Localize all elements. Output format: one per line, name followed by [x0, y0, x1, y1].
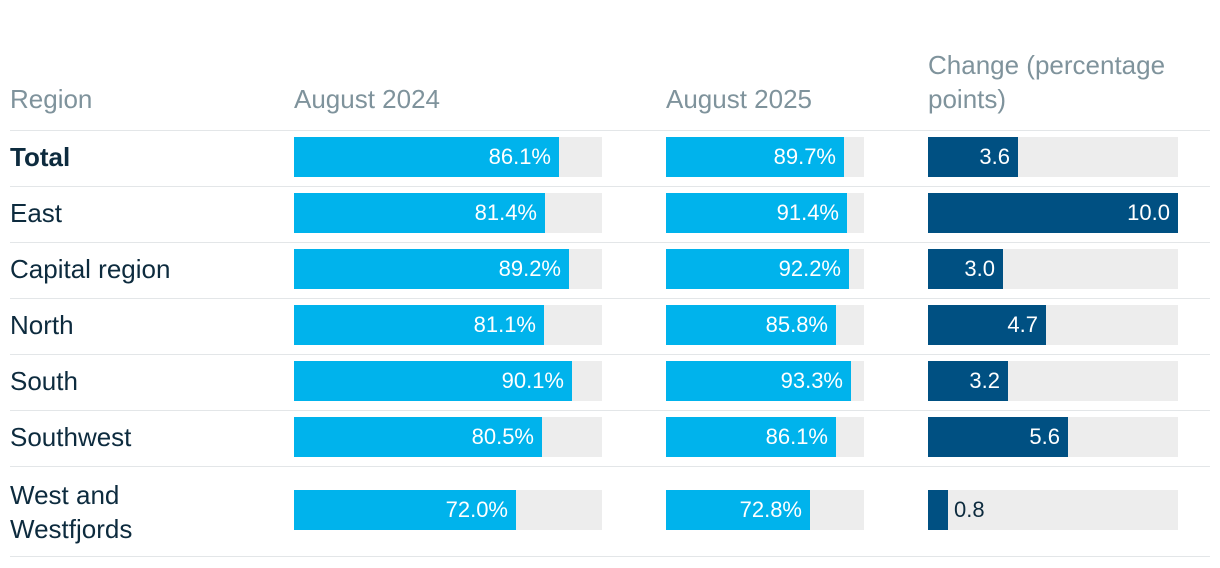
change-bar: [928, 305, 1046, 345]
aug-2024-bar-track: 86.1%: [294, 137, 602, 177]
aug-2025-value-label: 92.2%: [778, 256, 841, 281]
aug-2024-bar: [294, 361, 572, 401]
aug-2025-bar-track: 92.2%: [666, 249, 864, 289]
header-change: Change (percentage points): [928, 50, 1166, 114]
header-august-2024: August 2024: [294, 84, 441, 114]
aug-2024-bar-track: 81.1%: [294, 305, 602, 345]
aug-2025-bar: [666, 417, 836, 457]
change-value-label: 0.8: [954, 497, 985, 522]
aug-2024-bar: [294, 137, 559, 177]
region-label: West and Westfjords: [10, 480, 133, 544]
row-divider: [10, 466, 1210, 467]
change-bar: [928, 490, 948, 530]
table-row: Capital region 89.2% 92.2% 3.0: [10, 243, 1210, 299]
row-divider: [10, 354, 1210, 355]
row-divider: [10, 556, 1210, 557]
aug-2024-bar-track: 89.2%: [294, 249, 602, 289]
aug-2025-bar-track: 85.8%: [666, 305, 864, 345]
change-value-label: 3.6: [979, 144, 1010, 169]
region-label: North: [10, 310, 74, 340]
aug-2024-value-label: 80.5%: [471, 424, 534, 449]
region-label: Southwest: [10, 422, 132, 452]
change-bar-track: 0.8: [928, 490, 1178, 530]
aug-2025-bar: [666, 305, 836, 345]
change-bar: [928, 361, 1008, 401]
aug-2024-bar-track: 90.1%: [294, 361, 602, 401]
row-divider: [10, 242, 1210, 243]
aug-2025-value-label: 85.8%: [765, 312, 828, 337]
aug-2024-value-label: 86.1%: [488, 144, 551, 169]
aug-2025-bar-track: 93.3%: [666, 361, 864, 401]
header-august-2025: August 2025: [666, 84, 813, 114]
aug-2024-bar-track: 80.5%: [294, 417, 602, 457]
region-label: South: [10, 366, 78, 396]
change-bar: [928, 137, 1018, 177]
table-row: North 81.1% 85.8% 4.7: [10, 299, 1210, 355]
change-value-label: 4.7: [1007, 312, 1038, 337]
table-row: West and Westfjords 72.0% 72.8% 0.8: [10, 467, 1210, 557]
region-label: Capital region: [10, 254, 171, 284]
aug-2025-bar-track: 89.7%: [666, 137, 864, 177]
aug-2024-value-label: 81.1%: [473, 312, 536, 337]
aug-2025-bar: [666, 137, 844, 177]
aug-2024-bar: [294, 305, 544, 345]
aug-2025-bar: [666, 249, 849, 289]
aug-2025-bar: [666, 193, 847, 233]
region-label: East: [10, 198, 63, 228]
aug-2025-value-label: 89.7%: [773, 144, 836, 169]
table-row: South 90.1% 93.3% 3.2: [10, 355, 1210, 411]
header-divider: [10, 130, 1210, 131]
aug-2024-bar: [294, 249, 569, 289]
aug-2025-bar: [666, 490, 810, 530]
change-value-label: 5.6: [1029, 424, 1060, 449]
aug-2024-bar: [294, 193, 545, 233]
aug-2025-value-label: 91.4%: [776, 200, 839, 225]
header-region: Region: [10, 84, 93, 114]
change-bar: [928, 249, 1003, 289]
aug-2025-bar-track: 72.8%: [666, 490, 864, 530]
aug-2024-value-label: 72.0%: [445, 497, 508, 522]
change-bar-track: 4.7: [928, 305, 1178, 345]
aug-2024-value-label: 89.2%: [498, 256, 561, 281]
table-row: Total 86.1% 89.7% 3.6: [10, 131, 1210, 187]
row-divider: [10, 186, 1210, 187]
aug-2025-value-label: 93.3%: [780, 368, 843, 393]
change-bar: [928, 193, 1178, 233]
row-divider: [10, 298, 1210, 299]
table-row: Southwest 80.5% 86.1% 5.6: [10, 411, 1210, 467]
aug-2024-bar-track: 72.0%: [294, 490, 602, 530]
aug-2024-bar-track: 81.4%: [294, 193, 602, 233]
aug-2024-bar: [294, 417, 542, 457]
change-value-label: 3.0: [964, 256, 995, 281]
change-bar: [928, 417, 1068, 457]
aug-2025-value-label: 86.1%: [765, 424, 828, 449]
aug-2024-bar: [294, 490, 516, 530]
row-divider: [10, 410, 1210, 411]
aug-2025-bar-track: 91.4%: [666, 193, 864, 233]
aug-2025-bar: [666, 361, 851, 401]
change-bar-track: 3.6: [928, 137, 1178, 177]
table-row: East 81.4% 91.4% 10.0: [10, 187, 1210, 243]
change-bar-track: 10.0: [928, 193, 1178, 233]
region-label: Total: [10, 142, 71, 172]
aug-2024-value-label: 90.1%: [501, 368, 564, 393]
change-bar-track: 3.2: [928, 361, 1178, 401]
aug-2025-value-label: 72.8%: [739, 497, 802, 522]
aug-2024-value-label: 81.4%: [474, 200, 537, 225]
change-value-label: 3.2: [969, 368, 1000, 393]
aug-2025-bar-track: 86.1%: [666, 417, 864, 457]
change-bar-track: 5.6: [928, 417, 1178, 457]
change-bar-track: 3.0: [928, 249, 1178, 289]
change-value-label: 10.0: [1127, 200, 1170, 225]
